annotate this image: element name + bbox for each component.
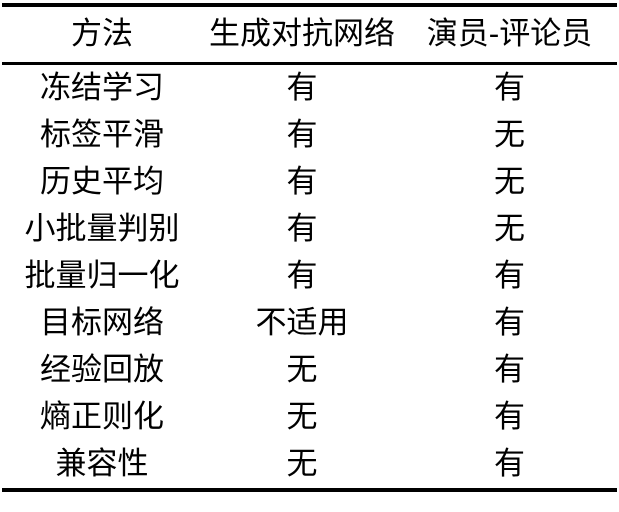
cell-gan: 有 [286, 70, 318, 106]
row-label: 目标网络 [40, 305, 164, 341]
table-row: 批量归一化 有 有 [2, 253, 617, 300]
cell-actor-critic: 有 [494, 352, 525, 388]
table-row: 冻结学习 有 有 [2, 64, 617, 113]
table-row: 兼容性 无 有 [2, 441, 617, 490]
cell-actor-critic: 有 [494, 70, 525, 106]
cell-actor-critic: 有 [494, 305, 525, 341]
cell-gan: 有 [286, 258, 318, 294]
cell-actor-critic: 有 [494, 446, 525, 482]
method-comparison-table: 方法 生成对抗网络 演员-评论员 冻结学习 有 有 标签平滑 有 无 历史平均 … [2, 3, 617, 492]
row-label: 经验回放 [40, 352, 164, 388]
table-header-row: 方法 生成对抗网络 演员-评论员 [2, 5, 617, 65]
cell-actor-critic: 无 [494, 211, 525, 247]
cell-gan: 无 [286, 399, 318, 435]
cell-gan: 不适用 [255, 305, 349, 341]
row-label: 批量归一化 [24, 258, 180, 294]
cell-gan: 无 [286, 352, 318, 388]
table-row: 标签平滑 有 无 [2, 112, 617, 159]
header-cell-actor-critic: 演员-评论员 [402, 5, 617, 65]
row-label: 历史平均 [40, 164, 164, 200]
row-label: 熵正则化 [40, 399, 164, 435]
cell-gan: 无 [286, 446, 318, 482]
header-cell-gan: 生成对抗网络 [202, 5, 402, 65]
row-label: 冻结学习 [40, 70, 164, 106]
cell-gan: 有 [286, 164, 318, 200]
cell-gan: 有 [286, 117, 318, 153]
row-label: 标签平滑 [40, 117, 164, 153]
table-row: 小批量判别 有 无 [2, 206, 617, 253]
row-label: 兼容性 [55, 446, 149, 482]
header-cell-method: 方法 [2, 5, 202, 65]
cell-actor-critic: 无 [494, 164, 525, 200]
cell-actor-critic: 无 [494, 117, 525, 153]
cell-gan: 有 [286, 211, 318, 247]
cell-actor-critic: 有 [494, 258, 525, 294]
table-row: 目标网络 不适用 有 [2, 300, 617, 347]
method-comparison-table-wrap: 方法 生成对抗网络 演员-评论员 冻结学习 有 有 标签平滑 有 无 历史平均 … [0, 3, 619, 512]
row-label: 小批量判别 [24, 211, 180, 247]
table-row: 历史平均 有 无 [2, 159, 617, 206]
table-row: 熵正则化 无 有 [2, 394, 617, 441]
table-row: 经验回放 无 有 [2, 347, 617, 394]
cell-actor-critic: 有 [494, 399, 525, 435]
